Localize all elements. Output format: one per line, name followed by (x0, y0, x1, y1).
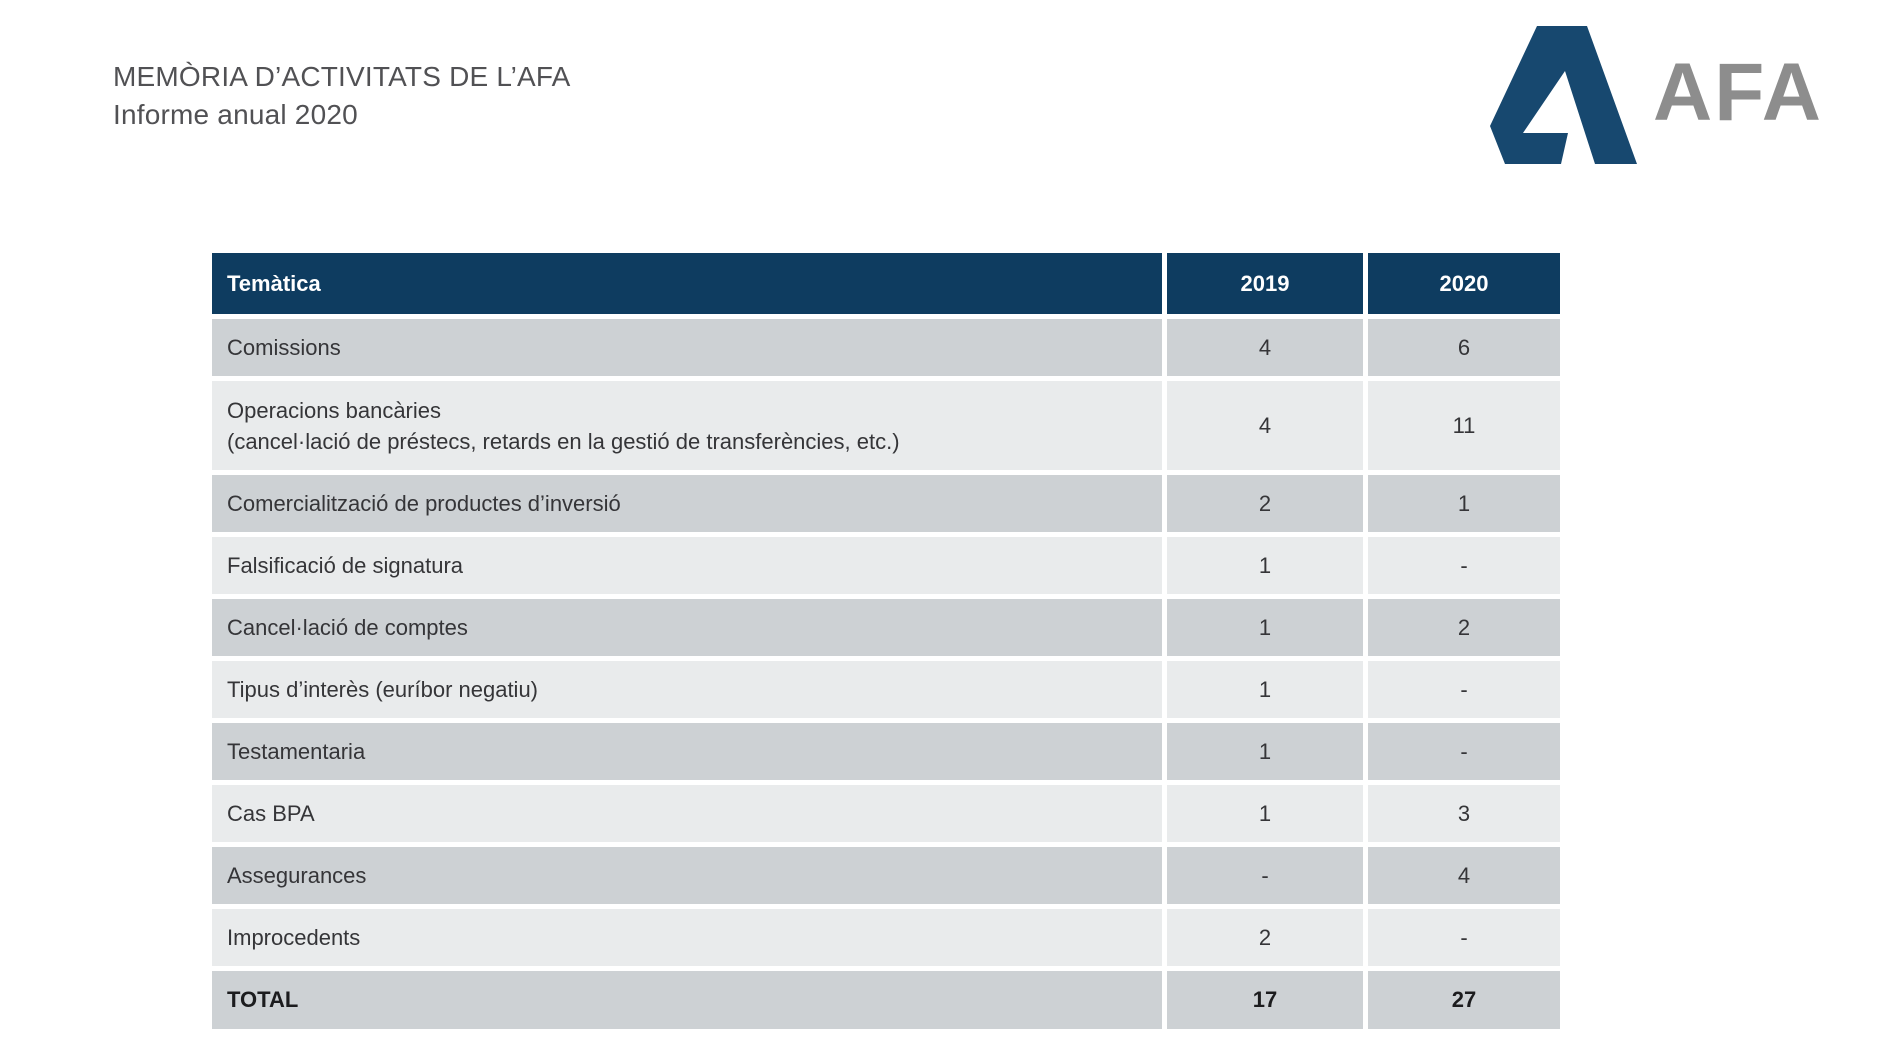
table-row: Tipus d’interès (euríbor negatiu) 1- (212, 661, 1560, 718)
activity-table-head: Temàtica 2019 2020 (212, 253, 1560, 314)
value-2020: - (1368, 537, 1560, 594)
value-2019: 1 (1167, 599, 1363, 656)
tematica-cell: Testamentaria (212, 723, 1162, 780)
tematica-cell: Improcedents (212, 909, 1162, 966)
tematica-sublabel: (cancel·lació de préstecs, retards en la… (227, 428, 900, 454)
total-value-2020: 27 (1368, 971, 1560, 1029)
tematica-label: Comissions (227, 335, 341, 360)
afa-logo: AFA (1488, 24, 1823, 166)
tematica-cell: Operacions bancàries (cancel·lació de pré… (212, 381, 1162, 470)
tematica-label: Cas BPA (227, 801, 315, 826)
table-row: Assegurances -4 (212, 847, 1560, 904)
tematica-label: Comercialització de productes d’inversió (227, 491, 621, 516)
table-row: Cancel·lació de comptes 1 2 (212, 599, 1560, 656)
table-row: Falsificació de signatura 1- (212, 537, 1560, 594)
value-2019: 1 (1167, 661, 1363, 718)
tematica-label: Tipus d’interès (euríbor negatiu) (227, 677, 539, 702)
table-row: Operacions bancàries (cancel·lació de pré… (212, 381, 1560, 470)
tematica-label: Operacions bancàries (227, 397, 442, 423)
value-2019: - (1167, 847, 1363, 904)
afa-logo-text: AFA (1653, 47, 1823, 138)
afa-logo-mark-icon (1490, 26, 1637, 164)
value-2019: 4 (1167, 381, 1363, 470)
value-2019: 1 (1167, 785, 1363, 842)
tematica-label: Assegurances (227, 863, 367, 888)
value-2019: 2 (1167, 475, 1363, 532)
table-body: Comissions 4 6 Operacions bancàries (cancel·… (212, 319, 1560, 1029)
value-2019: 1 (1167, 537, 1363, 594)
tematica-label: Improcedents (227, 925, 361, 950)
table-row: Comissions 4 6 (212, 319, 1560, 376)
table-row: Comercialització de productes d’inversió… (212, 475, 1560, 532)
total-row: TOTAL 17 27 (212, 971, 1560, 1029)
column-header-2019: 2019 (1167, 253, 1363, 314)
tematica-cell: Falsificació de signatura (212, 537, 1162, 594)
tematica-label: Falsificació de signatura (227, 553, 464, 578)
table-row: Testamentaria 1- (212, 723, 1560, 780)
document-title: MEMÒRIA D’ACTIVITATS DE L’AFA (113, 61, 571, 92)
value-2020: - (1368, 909, 1560, 966)
value-2019: 2 (1167, 909, 1363, 966)
tematica-cell: Comercialització de productes d’inversió (212, 475, 1162, 532)
value-2020: 2 (1368, 599, 1560, 656)
tematica-cell: Cas BPA (212, 785, 1162, 842)
tematica-cell: Cancel·lació de comptes (212, 599, 1162, 656)
tematica-label: Cancel·lació de comptes (227, 615, 468, 640)
value-2020: 3 (1368, 785, 1560, 842)
tematica-cell: Tipus d’interès (euríbor negatiu) (212, 661, 1162, 718)
value-2019: 1 (1167, 723, 1363, 780)
document-subtitle: Informe anual 2020 (113, 99, 358, 130)
value-2020: - (1368, 661, 1560, 718)
value-2020: 11 (1368, 381, 1560, 470)
activity-table: Temàtica 2019 2020 Comissions 4 6 Operacion… (207, 248, 1565, 1034)
tematica-cell: Assegurances (212, 847, 1162, 904)
value-2020: 6 (1368, 319, 1560, 376)
table-row: Improcedents 2- (212, 909, 1560, 966)
document-header: MEMÒRIA D’ACTIVITATS DE L’AFA Informe an… (113, 58, 571, 134)
header-row: Temàtica 2019 2020 (212, 253, 1560, 314)
column-header-2020: 2020 (1368, 253, 1560, 314)
column-header-tematica: Temàtica (212, 253, 1162, 314)
table-row: Cas BPA 1 3 (212, 785, 1560, 842)
total-label: TOTAL (212, 971, 1162, 1029)
value-2020: 4 (1368, 847, 1560, 904)
value-2020: - (1368, 723, 1560, 780)
value-2019: 4 (1167, 319, 1363, 376)
tematica-label: Testamentaria (227, 739, 366, 764)
tematica-cell: Comissions (212, 319, 1162, 376)
value-2020: 1 (1368, 475, 1560, 532)
total-value-2019: 17 (1167, 971, 1363, 1029)
